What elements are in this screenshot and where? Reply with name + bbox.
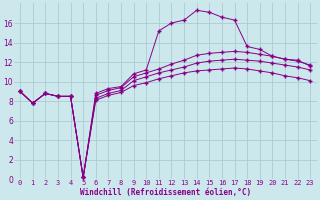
X-axis label: Windchill (Refroidissement éolien,°C): Windchill (Refroidissement éolien,°C) (80, 188, 251, 197)
